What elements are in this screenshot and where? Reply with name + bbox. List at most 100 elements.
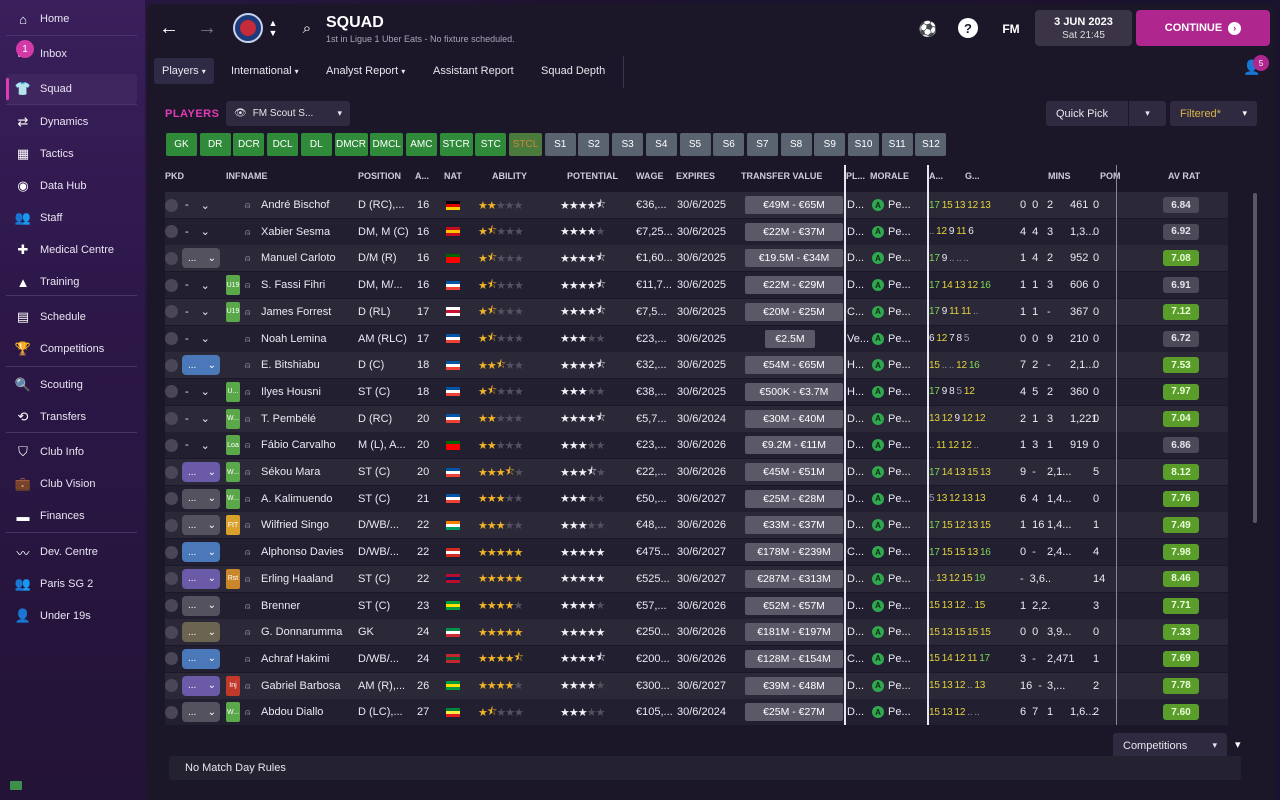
player-name[interactable]: E. Bitshiabu	[261, 359, 320, 372]
date-box[interactable]: 3 JUN 2023 Sat 21:45	[1035, 10, 1132, 46]
info-badge[interactable]: W...	[226, 462, 240, 482]
filter-select[interactable]: Filtered* ▾	[1170, 101, 1257, 126]
player-name-cell[interactable]: ⍝ André Bischof	[245, 192, 357, 218]
pkd-cell[interactable]	[165, 379, 181, 405]
pick-indicator-icon[interactable]	[165, 652, 178, 666]
info-badge[interactable]: Inj	[226, 675, 240, 696]
table-row[interactable]: - ⌄ U19 ⍝ S. Fassi Fihri DM, M/... 16 ★ ⯪ ★ ★ ★ ★ ★ ★ ★…	[165, 272, 1228, 299]
selection-dropdown[interactable]: ... ⌄	[182, 248, 220, 269]
sidebar-item-finances[interactable]: ▬ Finances	[6, 501, 137, 531]
selection-dropdown[interactable]: ... ⌄	[182, 675, 220, 696]
table-row[interactable]: ... ⌄ FtT ⍝ Wilfried Singo D/WB/... 22 ★ ★ ★ ★ ★ ★ ★ ★…	[165, 512, 1228, 539]
column-header[interactable]: A...	[415, 171, 430, 181]
player-name[interactable]: Alphonso Davies	[261, 546, 344, 559]
table-row[interactable]: ... ⌄ ⍝ E. Bitshiabu D (C) 18 ★ ★ ⯪ ★ ★ ★ ★ ★ ★ ⯪ €32,..…	[165, 352, 1228, 379]
sidebar-item-staff[interactable]: 👥 Staff	[6, 203, 137, 233]
info-badge[interactable]: U...	[226, 381, 240, 402]
selection-dropdown[interactable]: - ⌄	[185, 432, 221, 458]
quick-pick-button[interactable]: Quick Pick ▾	[1046, 101, 1166, 126]
sidebar-item-home[interactable]: ⌂ Home	[6, 4, 137, 34]
selection-dropdown[interactable]: ... ⌄	[182, 648, 220, 669]
table-row[interactable]: ... ⌄ ⍝ G. Donnarumma GK 24 ★ ★ ★ ★ ★ ★ ★ ★ ★ ★ €250... 3…	[165, 619, 1228, 646]
sidebar-item-training[interactable]: ▲ Training	[6, 267, 137, 297]
position-filter-s2[interactable]: S2	[578, 133, 610, 156]
player-name-cell[interactable]: ⍝ James Forrest	[245, 299, 357, 325]
tab-analyst-report[interactable]: Analyst Report ▾	[318, 58, 413, 84]
table-row[interactable]: - ⌄ W... ⍝ T. Pembélé D (RC) 20 ★ ★ ★ ★ ★ ★ ★ ★ ★ ⯪ €5,7.…	[165, 405, 1228, 432]
pkd-cell[interactable]	[165, 646, 181, 672]
column-header[interactable]: PKD	[165, 171, 185, 181]
pick-indicator-icon[interactable]	[165, 198, 178, 212]
sidebar-item-under-19s[interactable]: 👤 Under 19s	[6, 601, 137, 631]
sidebar-item-club-info[interactable]: ⛉ Club Info	[6, 437, 137, 467]
pick-indicator-icon[interactable]	[165, 545, 178, 559]
pick-indicator-icon[interactable]	[165, 625, 178, 639]
table-row[interactable]: ... ⌄ ⍝ Brenner ST (C) 23 ★ ★ ★ ★ ★ ★ ★ ★ ★ ★ €57,... 30/…	[165, 592, 1228, 619]
tab-assistant-report[interactable]: Assistant Report	[425, 58, 522, 84]
pick-indicator-icon[interactable]	[165, 705, 178, 719]
sidebar-item-competitions[interactable]: 🏆 Competitions	[6, 334, 137, 364]
selection-dropdown[interactable]: ... ⌄	[182, 462, 220, 482]
player-name[interactable]: S. Fassi Fihri	[261, 279, 326, 292]
player-name-cell[interactable]: ⍝ Wilfried Singo	[245, 512, 357, 538]
player-name-cell[interactable]: ⍝ Erling Haaland	[245, 566, 357, 592]
column-header[interactable]: ABILITY	[492, 171, 527, 181]
selection-dropdown[interactable]: ... ⌄	[182, 515, 220, 536]
player-name[interactable]: G. Donnarumma	[261, 626, 343, 639]
sidebar-item-paris-sg-2[interactable]: 👥 Paris SG 2	[6, 569, 137, 599]
notifications-icon[interactable]: 👤 5	[1243, 55, 1269, 81]
table-row[interactable]: ... ⌄ Rst ⍝ Erling Haaland ST (C) 22 ★ ★ ★ ★ ★ ★ ★ ★ ★ ★…	[165, 565, 1228, 592]
view-select[interactable]: 👁 FM Scout S... ▾	[226, 101, 350, 126]
position-filter-s1[interactable]: S1	[544, 133, 576, 156]
selection-dropdown[interactable]: ... ⌄	[182, 355, 220, 376]
column-header[interactable]: NAME	[241, 171, 268, 181]
player-name-cell[interactable]: ⍝ Manuel Carloto	[245, 245, 357, 271]
info-badge[interactable]: Loa	[226, 435, 240, 456]
help-icon[interactable]: ?	[958, 18, 978, 38]
selection-dropdown[interactable]: - ⌄	[185, 379, 221, 405]
position-filter-s6[interactable]: S6	[713, 133, 745, 156]
column-header[interactable]: G...	[965, 171, 980, 181]
pick-indicator-icon[interactable]	[165, 599, 178, 612]
continue-button[interactable]: CONTINUE ›	[1136, 10, 1270, 46]
table-row[interactable]: - ⌄ ⍝ Xabier Sesma DM, M (C) 16 ★ ⯪ ★ ★ ★ ★ ★ ★ ★ ★ €7,2…	[165, 218, 1228, 245]
tab-players[interactable]: Players ▾	[154, 58, 214, 84]
selection-dropdown[interactable]: - ⌄	[185, 192, 221, 218]
pick-indicator-icon[interactable]	[165, 679, 178, 693]
selection-dropdown[interactable]: ... ⌄	[182, 702, 220, 723]
info-badge[interactable]: U19	[226, 301, 240, 322]
table-row[interactable]: - ⌄ Loa ⍝ Fábio Carvalho M (L), A... 20 ★ ★ ★ ★ ★ ★ ★…	[165, 432, 1228, 459]
sidebar-item-transfers[interactable]: ⟲ Transfers	[6, 402, 137, 432]
position-filter-s12[interactable]: S12	[915, 133, 947, 156]
pkd-cell[interactable]	[165, 566, 181, 592]
player-name[interactable]: Fábio Carvalho	[261, 439, 336, 452]
selection-dropdown[interactable]: - ⌄	[185, 299, 221, 325]
position-filter-s8[interactable]: S8	[780, 133, 812, 156]
info-badge[interactable]: W...	[226, 488, 240, 509]
position-filter-s9[interactable]: S9	[814, 133, 846, 156]
player-name[interactable]: T. Pembélé	[261, 412, 317, 425]
pick-indicator-icon[interactable]	[165, 225, 178, 239]
player-name[interactable]: Ilyes Housni	[261, 385, 321, 398]
pkd-cell[interactable]	[165, 326, 181, 352]
pkd-cell[interactable]	[165, 192, 181, 218]
club-crest-icon[interactable]	[233, 13, 263, 43]
position-filter-stc[interactable]: STC	[475, 133, 507, 156]
expand-chevron-icon[interactable]: ▾	[1235, 739, 1241, 751]
position-filter-s5[interactable]: S5	[679, 133, 711, 156]
selection-dropdown[interactable]: ... ⌄	[182, 622, 220, 643]
player-name[interactable]: Abdou Diallo	[261, 706, 324, 719]
match-day-rules-bar[interactable]: No Match Day Rules	[169, 756, 1241, 780]
pick-indicator-icon[interactable]	[165, 438, 178, 452]
position-filter-s3[interactable]: S3	[612, 133, 644, 156]
sidebar-item-dynamics[interactable]: ⇄ Dynamics	[6, 107, 137, 137]
selection-dropdown[interactable]: - ⌄	[185, 326, 221, 352]
column-header[interactable]: MINS	[1048, 171, 1071, 181]
sidebar-item-dev-centre[interactable]: 〰 Dev. Centre	[6, 537, 137, 567]
table-row[interactable]: - ⌄ ⍝ André Bischof D (RC),... 16 ★ ★ ★ ★ ★ ★ ★ ★ ★ ⯪ €3…	[165, 192, 1228, 218]
player-name-cell[interactable]: ⍝ Gabriel Barbosa	[245, 673, 357, 699]
pkd-cell[interactable]	[165, 539, 181, 565]
pick-indicator-icon[interactable]	[165, 332, 178, 345]
ball-icon[interactable]: ⚽	[918, 21, 938, 38]
column-header[interactable]: NAT	[444, 171, 462, 181]
